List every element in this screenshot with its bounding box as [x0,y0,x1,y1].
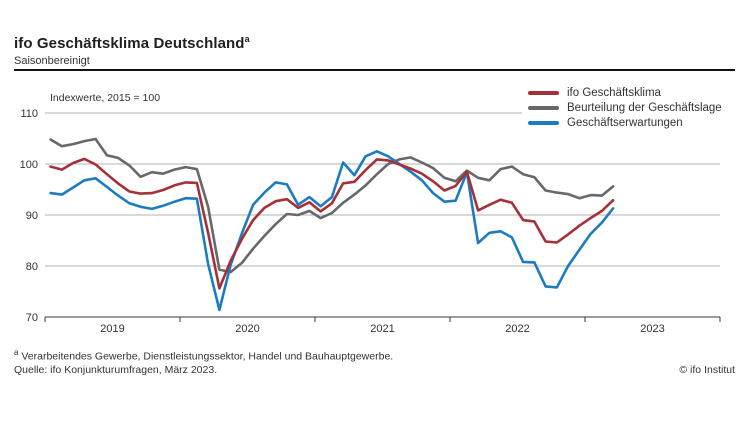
source-line: Quelle: ifo Konjunkturumfragen, März 202… [14,364,218,376]
legend-label: ifo Geschäftsklima [567,86,661,99]
series-line [49,150,615,312]
x-tick-label: 2023 [640,323,664,335]
page-title: ifo Geschäftsklima Deutschlanda [14,34,250,52]
x-tick-label: 2021 [370,323,394,335]
axis-unit-note: Indexwerte, 2015 = 100 [50,92,161,104]
legend: ifo Geschäftsklima Beurteilung der Geschä… [522,83,726,132]
y-tick-label: 100 [20,159,38,171]
footnote: a Verarbeitendes Gewerbe, Dienstleistung… [14,348,394,363]
x-tick-label: 2022 [505,323,529,335]
y-tick-label: 70 [26,312,38,324]
header-rule [14,69,735,71]
legend-label: Beurteilung der Geschäftslage [567,101,722,114]
legend-item: Beurteilung der Geschäftslage [528,100,722,115]
copyright: © ifo Institut [679,364,735,376]
legend-swatch-icon [528,105,559,110]
series-line [49,137,615,274]
legend-swatch-icon [528,90,559,95]
y-tick-label: 80 [26,261,38,273]
y-tick-label: 110 [20,108,38,120]
title-superscript: a [244,34,250,44]
x-tick-label: 2020 [235,323,259,335]
legend-item: ifo Geschäftsklima [528,85,722,100]
footnote-superscript: a [14,348,19,357]
legend-item: Geschäftserwartungen [528,115,722,130]
legend-label: Geschäftserwartungen [567,116,683,129]
legend-swatch-icon [528,120,559,125]
y-tick-label: 90 [26,210,38,222]
subtitle: Saisonbereinigt [14,55,90,67]
series-line [49,157,615,290]
x-tick-label: 2019 [100,323,124,335]
